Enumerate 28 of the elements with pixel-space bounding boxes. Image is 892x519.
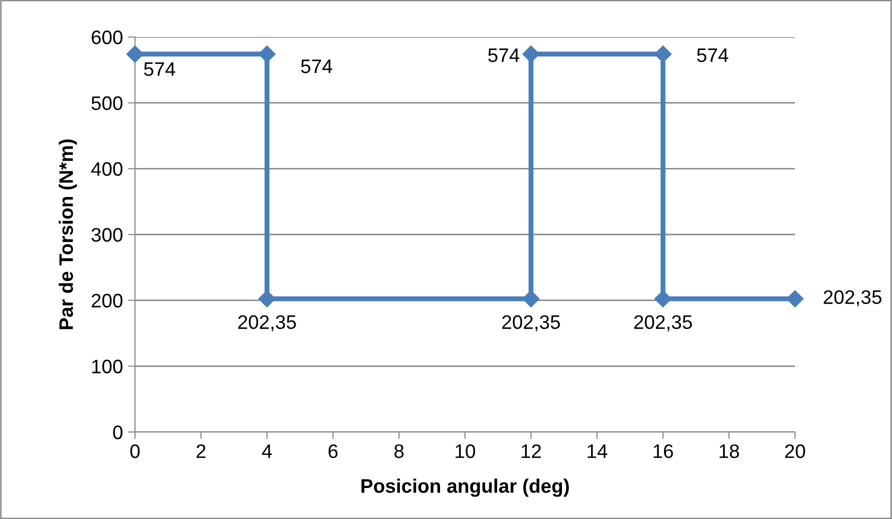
x-tick-label: 10 — [456, 444, 476, 458]
y-tick-label: 600 — [92, 30, 122, 44]
data-label: 574 — [144, 62, 176, 76]
x-tick-label: 16 — [654, 444, 673, 458]
data-label: 202,35 — [238, 315, 296, 332]
x-tick-label: 20 — [785, 444, 806, 458]
x-tick-label: 6 — [328, 444, 338, 458]
data-label: 202,35 — [634, 315, 692, 332]
y-axis-title: Par de Torsion (N*m) — [58, 139, 77, 330]
data-label: 202,35 — [824, 290, 882, 306]
x-tick-label: 2 — [196, 444, 206, 458]
x-tick-label: 18 — [720, 444, 739, 458]
x-tick-label: 14 — [588, 444, 608, 458]
data-label: 574 — [697, 48, 728, 62]
data-label: 574 — [301, 60, 332, 74]
y-tick-label: 400 — [91, 162, 122, 176]
y-tick-label: 0 — [113, 425, 122, 440]
y-tick-label: 300 — [91, 228, 122, 242]
y-tick-label: 200 — [92, 294, 122, 308]
x-tick-label: 12 — [522, 444, 541, 458]
x-tick-label: 4 — [262, 444, 272, 458]
x-tick-label: 8 — [394, 444, 404, 458]
data-label: 202,35 — [502, 315, 560, 332]
data-label: 574 — [488, 48, 520, 62]
x-tick-label: 0 — [130, 444, 140, 458]
y-tick-label: 100 — [92, 360, 122, 374]
x-axis-title: Posicion angular (deg) — [362, 478, 569, 497]
y-tick-label: 500 — [92, 96, 122, 110]
